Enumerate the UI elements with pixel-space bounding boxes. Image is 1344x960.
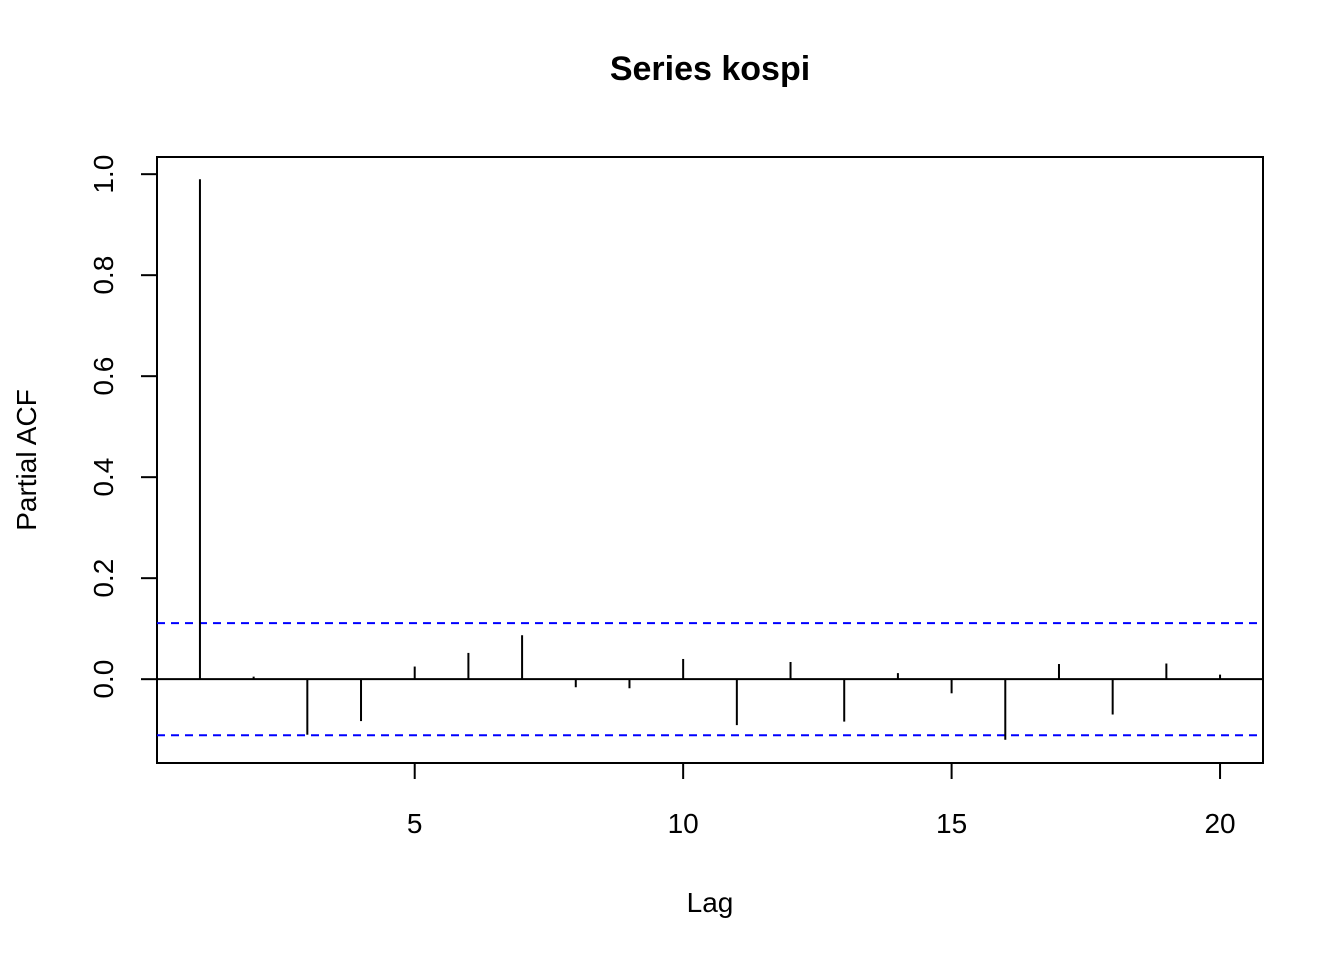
plot-frame: [156, 156, 1264, 764]
y-tick-label: 0.2: [88, 559, 119, 598]
y-tick-label: 1.0: [88, 155, 119, 194]
y-tick-label: 0.8: [88, 256, 119, 295]
y-axis-label: Partial ACF: [11, 389, 42, 531]
y-axis: 0.0 0.2 0.4 0.6 0.8 1.0: [88, 155, 158, 699]
x-tick-label: 10: [668, 808, 699, 839]
x-axis: 5 10 15 20: [407, 762, 1236, 839]
pacf-marks: [157, 179, 1263, 740]
y-tick-label: 0.0: [88, 660, 119, 699]
y-tick-label: 0.4: [88, 458, 119, 497]
x-tick-label: 20: [1204, 808, 1235, 839]
y-tick-label: 0.6: [88, 357, 119, 396]
chart-title: Series kospi: [610, 50, 810, 88]
x-axis-label: Lag: [687, 887, 734, 918]
x-tick-label: 15: [936, 808, 967, 839]
x-tick-label: 5: [407, 808, 423, 839]
